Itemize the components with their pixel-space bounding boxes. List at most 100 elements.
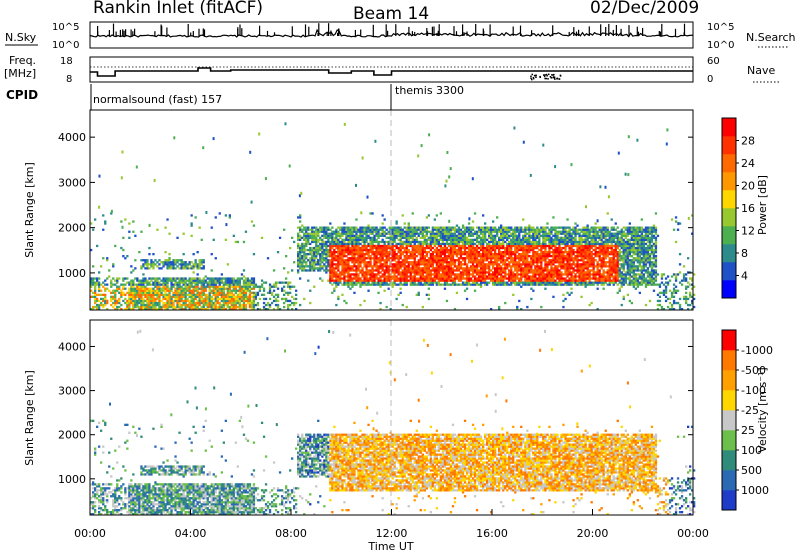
power-cell (546, 226, 549, 229)
power-cell (417, 265, 420, 268)
power-cell (405, 255, 408, 258)
power-cell (335, 281, 338, 284)
power-cell (96, 244, 99, 248)
noise-bar (166, 27, 168, 36)
power-cell (345, 279, 348, 282)
power-cell (415, 267, 418, 270)
power-cell (403, 281, 406, 284)
power-cell (496, 281, 499, 284)
power-cell (170, 301, 173, 305)
power-cell (96, 303, 99, 307)
power-cell (347, 279, 350, 282)
power-cell (136, 291, 139, 294)
power-cell (184, 289, 187, 292)
power-cell (152, 303, 155, 307)
power-cell (218, 289, 221, 292)
power-cell (463, 240, 467, 244)
power-cell (369, 279, 372, 282)
nave-dot (551, 74, 553, 76)
power-cell (427, 214, 430, 217)
power-cell (518, 269, 521, 272)
power-cell (568, 244, 571, 248)
power-cell (146, 293, 149, 296)
power-cell (439, 248, 442, 252)
power-cell (132, 220, 135, 223)
power-cell (289, 303, 292, 307)
power-cell (449, 263, 453, 266)
power-cell (443, 279, 447, 282)
power-cell (90, 295, 93, 298)
power-cell (544, 257, 547, 260)
power-cell (461, 232, 465, 235)
power-cell (238, 301, 241, 305)
power-cell (130, 283, 133, 286)
power-cell (556, 267, 559, 270)
power-cell (449, 255, 453, 258)
power-cell (313, 261, 316, 264)
power-cell (544, 251, 547, 254)
power-cell (437, 242, 440, 246)
power-cell (542, 234, 545, 237)
power-cell (321, 259, 324, 262)
power-cell (170, 267, 173, 270)
power-cell (178, 287, 181, 290)
power-cell (363, 261, 366, 264)
power-cell (319, 277, 322, 280)
power-cell (518, 248, 521, 252)
power-cell (341, 277, 344, 280)
power-cell (355, 246, 358, 250)
power-cell (512, 230, 515, 233)
power-cell (353, 257, 356, 260)
power-cell (252, 224, 256, 227)
power-cell (266, 303, 270, 307)
power-cell (542, 269, 545, 272)
power-cell (276, 303, 280, 307)
power-cell (469, 253, 473, 256)
power-cell (471, 228, 475, 231)
power-cell (329, 255, 332, 258)
power-cell (488, 265, 491, 268)
power-cell (570, 267, 573, 270)
power-cell (574, 255, 577, 258)
power-cell (355, 261, 358, 264)
power-cell (369, 259, 372, 262)
power-cell (222, 295, 225, 298)
power-cell (490, 263, 493, 266)
power-cell (98, 299, 101, 303)
power-cell (164, 277, 167, 280)
power-cell (377, 236, 380, 239)
power-cell (564, 267, 567, 270)
power-cell (570, 273, 573, 276)
power-cell (570, 248, 573, 252)
power-cell (230, 289, 233, 292)
power-cell (560, 226, 563, 229)
power-cell (518, 226, 521, 229)
power-cell (574, 257, 577, 260)
power-cell (186, 263, 189, 266)
power-cell (395, 244, 398, 248)
power-cell (226, 277, 229, 280)
power-cell (337, 261, 340, 264)
power-cell (510, 269, 513, 272)
power-cell (182, 277, 185, 280)
power-cell (552, 261, 555, 264)
power-cell (373, 277, 376, 280)
power-cell (486, 277, 489, 280)
power-cell (260, 236, 264, 239)
power-cell (488, 261, 491, 264)
power-cell (226, 293, 229, 296)
power-cell (138, 283, 141, 286)
power-cell (484, 234, 487, 237)
power-cell (383, 265, 386, 268)
power-cell (544, 228, 547, 231)
power-cell (512, 271, 515, 274)
power-cell (498, 267, 501, 270)
power-cell (90, 248, 93, 252)
power-cell (457, 246, 461, 250)
power-cell (508, 257, 511, 260)
power-cell (496, 269, 499, 272)
power-cell (383, 232, 386, 235)
power-cell (375, 240, 378, 244)
power-cell (345, 228, 348, 231)
power-cell (297, 236, 300, 239)
